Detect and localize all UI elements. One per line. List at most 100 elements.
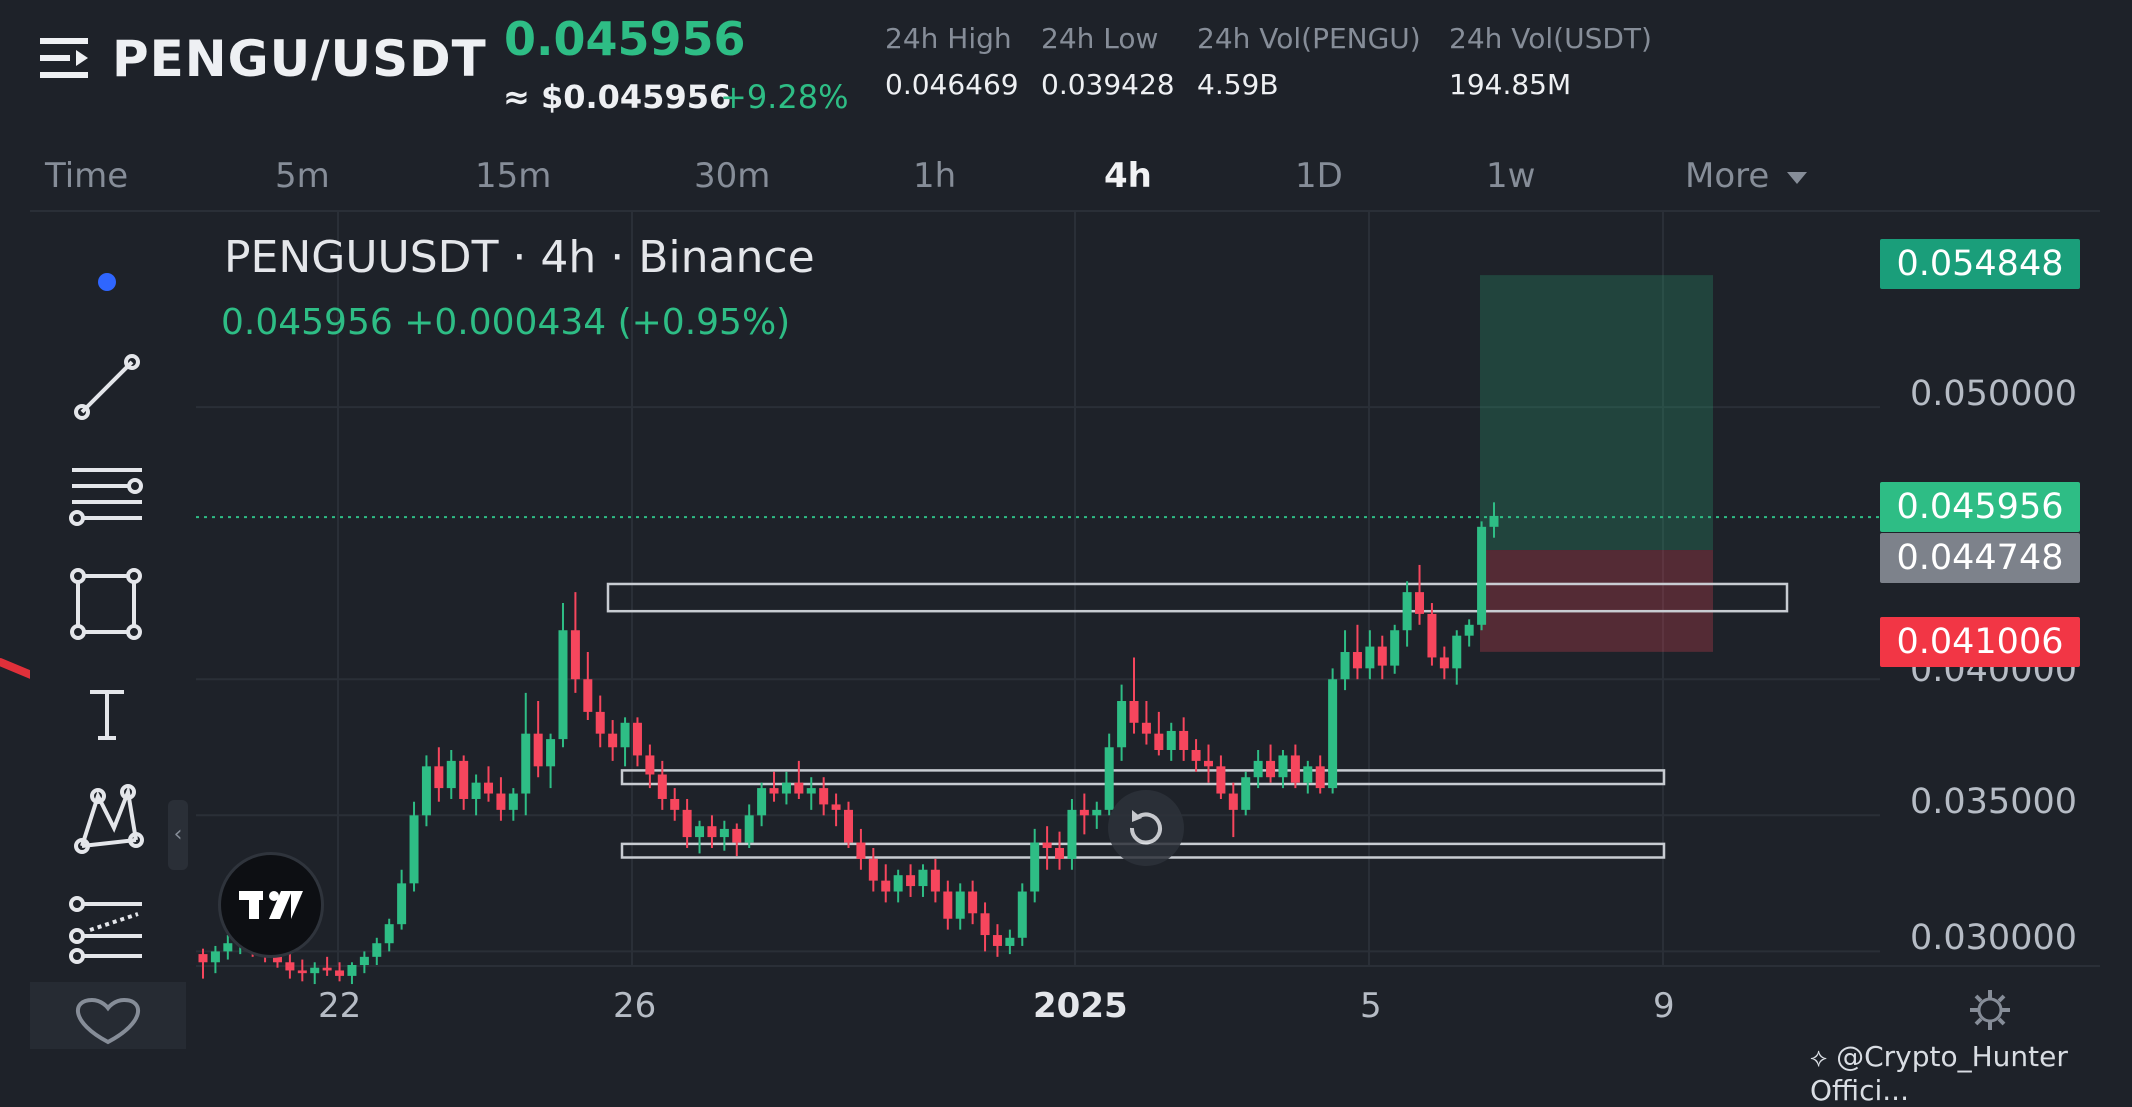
candle-body — [1253, 760, 1263, 778]
candle-body — [1266, 760, 1276, 778]
candle-body — [943, 891, 953, 919]
dot-tool-icon — [98, 273, 116, 291]
replay-icon — [1129, 810, 1162, 845]
candle-body — [1427, 613, 1437, 658]
candle-body — [533, 733, 543, 767]
pattern-icon — [74, 784, 144, 854]
sr-zone-rect — [620, 769, 1666, 786]
candle-body — [1228, 793, 1238, 810]
tab-5m[interactable]: 5m — [275, 156, 330, 196]
candle-body — [1365, 646, 1375, 669]
x-tick-label: 9 — [1653, 986, 1675, 1026]
candle-body — [1129, 701, 1139, 723]
candle-body — [446, 760, 456, 789]
menu-icon[interactable] — [38, 34, 90, 86]
chart-settings-button[interactable] — [1966, 986, 2014, 1038]
candle-body — [223, 943, 233, 952]
chart-legend-values: 0.045956 +0.000434 (+0.95%) — [221, 302, 791, 343]
take-profit-zone — [1480, 275, 1713, 551]
candle-body — [1104, 747, 1114, 810]
candle-body — [1154, 733, 1164, 750]
tab-30m[interactable]: 30m — [694, 156, 771, 196]
watermark: ⟡ @Crypto_Hunter Offici... — [1810, 1040, 2132, 1107]
y-tick-label: 0.035000 — [1910, 782, 2078, 822]
tab-1w[interactable]: 1w — [1486, 156, 1536, 196]
candles — [198, 502, 1499, 985]
rectangle-icon — [70, 568, 142, 640]
candle-body — [844, 809, 853, 843]
candle-body — [707, 826, 717, 838]
candle-body — [297, 970, 307, 974]
candle-body — [1290, 755, 1300, 783]
x-tick-label: 22 — [318, 986, 362, 1026]
candle-body — [744, 815, 754, 843]
price-chart[interactable] — [0, 0, 2132, 1079]
candle-body — [198, 954, 208, 963]
drawing-toolbar — [30, 214, 186, 1049]
candle-body — [272, 956, 282, 963]
gear-icon — [1970, 990, 2010, 1030]
stat-vol-quote-label: 24h Vol(USDT) — [1449, 22, 1652, 55]
candle-body — [359, 956, 369, 965]
candle-body — [645, 755, 655, 775]
candle-body — [620, 722, 630, 748]
candle-body — [1117, 701, 1127, 748]
stat-low-label: 24h Low — [1041, 22, 1159, 55]
candle-body — [372, 943, 382, 957]
candle-body — [1042, 842, 1052, 848]
candle-body — [819, 788, 829, 805]
candle-body — [1377, 646, 1387, 666]
stop-loss-zone — [1480, 550, 1713, 652]
candle-body — [794, 782, 804, 794]
tab-divider — [30, 210, 2100, 212]
candle-body — [968, 891, 978, 914]
tab-1d[interactable]: 1D — [1295, 156, 1343, 196]
entry-price-label: 0.044748 — [1880, 533, 2080, 583]
candle-body — [1477, 526, 1487, 625]
pair-title[interactable]: PENGU/USDT — [112, 30, 487, 88]
candle-body — [1415, 592, 1425, 614]
stat-high-value: 0.046469 — [885, 68, 1019, 101]
candle-body — [1402, 592, 1412, 631]
candle-body — [682, 809, 692, 838]
tab-1h[interactable]: 1h — [913, 156, 957, 196]
stat-low-value: 0.039428 — [1041, 68, 1175, 101]
usd-price: ≈ $0.045956 — [503, 78, 732, 116]
candle-body — [1079, 809, 1089, 816]
stop-loss-label: 0.041006 — [1880, 617, 2080, 667]
horizontal-lines-icon — [69, 468, 143, 526]
text-tool-icon — [90, 690, 124, 740]
candle-body — [1278, 755, 1288, 778]
tradingview-icon — [239, 891, 303, 919]
replay-button[interactable] — [1108, 790, 1184, 866]
candle-body — [1439, 657, 1449, 669]
favorites-button[interactable] — [30, 982, 186, 1049]
candle-body — [434, 766, 444, 789]
last-price-label: 0.045956 — [1880, 482, 2080, 532]
candle-body — [1017, 891, 1027, 938]
trend-line-icon — [74, 354, 140, 420]
candle-body — [1464, 624, 1474, 636]
candle-body — [322, 967, 332, 971]
candle-body — [1092, 809, 1102, 816]
candle-body — [992, 935, 1002, 946]
stat-high-label: 24h High — [885, 22, 1012, 55]
candle-body — [1067, 809, 1077, 859]
tab-time[interactable]: Time — [45, 156, 129, 196]
candle-body — [459, 760, 469, 799]
candle-body — [608, 733, 618, 748]
tab-more[interactable]: More — [1685, 156, 1808, 196]
collapse-toolbar-handle[interactable]: ‹ — [168, 800, 188, 870]
candle-body — [881, 880, 891, 892]
tradingview-logo[interactable] — [218, 852, 324, 958]
candle-body — [335, 970, 345, 976]
stat-vol-base-value: 4.59B — [1197, 68, 1279, 101]
tab-4h[interactable]: 4h — [1104, 156, 1152, 196]
chart-grid — [196, 212, 2100, 967]
tab-15m[interactable]: 15m — [475, 156, 552, 196]
ticker-header: PENGU/USDT 0.045956 ≈ $0.045956 +9.28% 2… — [0, 0, 2132, 140]
candle-body — [484, 782, 494, 794]
candle-body — [570, 630, 580, 680]
candle-body — [1303, 766, 1313, 783]
candle-body — [409, 815, 419, 884]
